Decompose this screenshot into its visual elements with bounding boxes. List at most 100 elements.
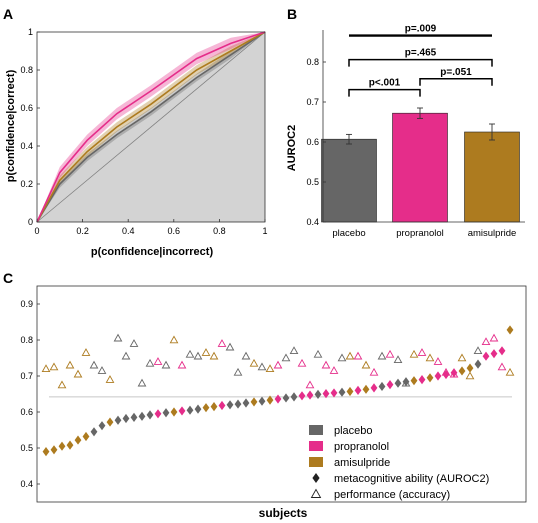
auroc2-diamond-placebo bbox=[186, 405, 194, 415]
y-tick-label: 0.8 bbox=[306, 57, 319, 67]
auroc2-diamond-placebo bbox=[402, 377, 410, 387]
auroc2-diamond-amisulpride bbox=[58, 441, 66, 451]
auroc2-diamond-amisulpride bbox=[426, 373, 434, 383]
accuracy-triangle-placebo bbox=[129, 339, 139, 347]
panel-b-y-axis-label: AUROC2 bbox=[286, 125, 298, 171]
category-label-amisulpride: amisulpride bbox=[468, 228, 517, 239]
accuracy-triangle-amisulpride bbox=[249, 358, 259, 367]
x-tick-label: 0 bbox=[34, 226, 39, 236]
x-tick-label: 0.6 bbox=[168, 226, 181, 236]
accuracy-triangle-propranolol bbox=[385, 349, 395, 358]
auroc2-diamond-amisulpride bbox=[170, 407, 178, 417]
auroc2-diamond-propranolol bbox=[450, 368, 458, 378]
chance-diagonal-line bbox=[36, 31, 266, 223]
legend-label: performance (accuracy) bbox=[334, 489, 450, 501]
auroc2-diamond-placebo bbox=[146, 410, 154, 420]
panel-a-x-ticks: 0 0.2 0.4 0.6 0.8 1 bbox=[34, 219, 268, 236]
accuracy-triangle-propranolol bbox=[273, 360, 283, 369]
auroc2-diamond-amisulpride bbox=[458, 366, 466, 376]
legend-diamond-marker bbox=[312, 473, 320, 483]
accuracy-triangle-amisulpride bbox=[361, 360, 371, 369]
auroc2-diamond-placebo bbox=[114, 415, 122, 425]
significance-bracket bbox=[419, 78, 493, 86]
accuracy-triangle-placebo bbox=[89, 360, 99, 369]
legend-label: metacognitive ability (AUROC2) bbox=[334, 473, 489, 485]
accuracy-triangle-propranolol bbox=[297, 358, 307, 367]
auroc2-diamond-amisulpride bbox=[66, 440, 74, 450]
legend-triangle-marker bbox=[310, 488, 322, 498]
auroc2-diamond-amisulpride bbox=[410, 376, 418, 386]
y-tick-label: 0.9 bbox=[20, 299, 33, 309]
accuracy-triangle-propranolol bbox=[217, 339, 227, 347]
y-tick-label: 0.6 bbox=[306, 137, 319, 147]
auroc2-diamond-propranolol bbox=[370, 383, 378, 393]
auroc2-diamond-placebo bbox=[290, 392, 298, 402]
auroc2-diamond-propranolol bbox=[490, 349, 498, 359]
auroc2-diamond-propranolol bbox=[434, 371, 442, 381]
accuracy-triangle-propranolol bbox=[153, 357, 163, 365]
y-tick-label: 0.6 bbox=[20, 103, 33, 113]
y-tick-label: 0.7 bbox=[20, 371, 33, 381]
auroc2-diamond-propranolol bbox=[354, 385, 362, 395]
accuracy-triangle-propranolol bbox=[497, 362, 507, 371]
subject-points bbox=[41, 325, 515, 457]
auroc2-diamond-propranolol bbox=[442, 369, 450, 380]
auroc2-diamond-propranolol bbox=[154, 409, 162, 419]
auroc2-diamond-amisulpride bbox=[50, 445, 58, 455]
significance-bracket bbox=[348, 58, 493, 67]
auroc2-diamond-amisulpride bbox=[362, 384, 370, 394]
auroc2-diamond-propranolol bbox=[498, 346, 506, 356]
accuracy-triangle-propranolol bbox=[417, 348, 427, 356]
significance-bracket bbox=[348, 88, 421, 97]
accuracy-triangle-propranolol bbox=[369, 367, 379, 376]
panel-a-y-ticks: 0 0.2 0.4 0.6 0.8 1 bbox=[20, 27, 40, 227]
auroc2-diamond-placebo bbox=[314, 389, 322, 399]
auroc2-diamond-placebo bbox=[194, 404, 202, 414]
accuracy-triangle-placebo bbox=[185, 349, 195, 358]
panel-b-y-ticks: 0.4 0.5 0.6 0.7 0.8 bbox=[306, 57, 326, 227]
y-tick-label: 0.5 bbox=[20, 443, 33, 453]
x-tick-label: 0.2 bbox=[76, 226, 89, 236]
accuracy-triangle-propranolol bbox=[321, 360, 331, 369]
panel-c-label: C bbox=[3, 270, 13, 286]
accuracy-triangle-placebo bbox=[137, 378, 147, 387]
auroc2-diamond-placebo bbox=[282, 393, 290, 403]
accuracy-triangle-amisulpride bbox=[425, 353, 435, 362]
accuracy-triangle-propranolol bbox=[433, 357, 443, 365]
x-tick-label: 1 bbox=[262, 226, 267, 236]
accuracy-triangle-placebo bbox=[313, 349, 323, 358]
auroc2-diamond-placebo bbox=[394, 378, 402, 388]
significance-label: p=.465 bbox=[405, 48, 437, 59]
panel-c-x-axis-label: subjects bbox=[259, 506, 308, 520]
accuracy-triangle-amisulpride bbox=[265, 364, 275, 373]
auroc2-diamond-placebo bbox=[138, 411, 146, 421]
accuracy-triangle-placebo bbox=[393, 355, 403, 364]
accuracy-triangle-amisulpride bbox=[409, 349, 419, 358]
auroc2-diamond-placebo bbox=[98, 421, 106, 431]
auroc2-diamond-propranolol bbox=[386, 380, 394, 390]
auroc2-diamond-placebo bbox=[338, 387, 346, 397]
accuracy-triangle-amisulpride bbox=[465, 371, 475, 380]
auroc2-diamond-placebo bbox=[130, 412, 138, 422]
accuracy-triangle-amisulpride bbox=[73, 369, 83, 378]
roc-curves bbox=[36, 31, 266, 223]
accuracy-triangle-propranolol bbox=[353, 351, 363, 360]
auroc2-diamond-propranolol bbox=[330, 388, 338, 398]
auroc2-diamond-propranolol bbox=[322, 389, 330, 399]
auroc2-diamond-amisulpride bbox=[106, 417, 114, 427]
auroc2-diamond-placebo bbox=[90, 427, 98, 437]
roc-curve-propranolol bbox=[36, 31, 266, 223]
auroc2-diamond-amisulpride bbox=[42, 447, 50, 457]
auroc2-diamond-amisulpride bbox=[466, 363, 474, 373]
y-tick-label: 0.4 bbox=[306, 217, 319, 227]
auroc2-diamond-placebo bbox=[378, 381, 386, 392]
accuracy-triangle-amisulpride bbox=[201, 348, 211, 356]
auroc2-diamond-amisulpride bbox=[82, 431, 90, 442]
accuracy-triangle-placebo bbox=[473, 346, 483, 355]
auroc2-diamond-placebo bbox=[226, 400, 234, 410]
auroc2-diamond-placebo bbox=[234, 399, 242, 409]
accuracy-triangle-placebo bbox=[289, 346, 299, 355]
